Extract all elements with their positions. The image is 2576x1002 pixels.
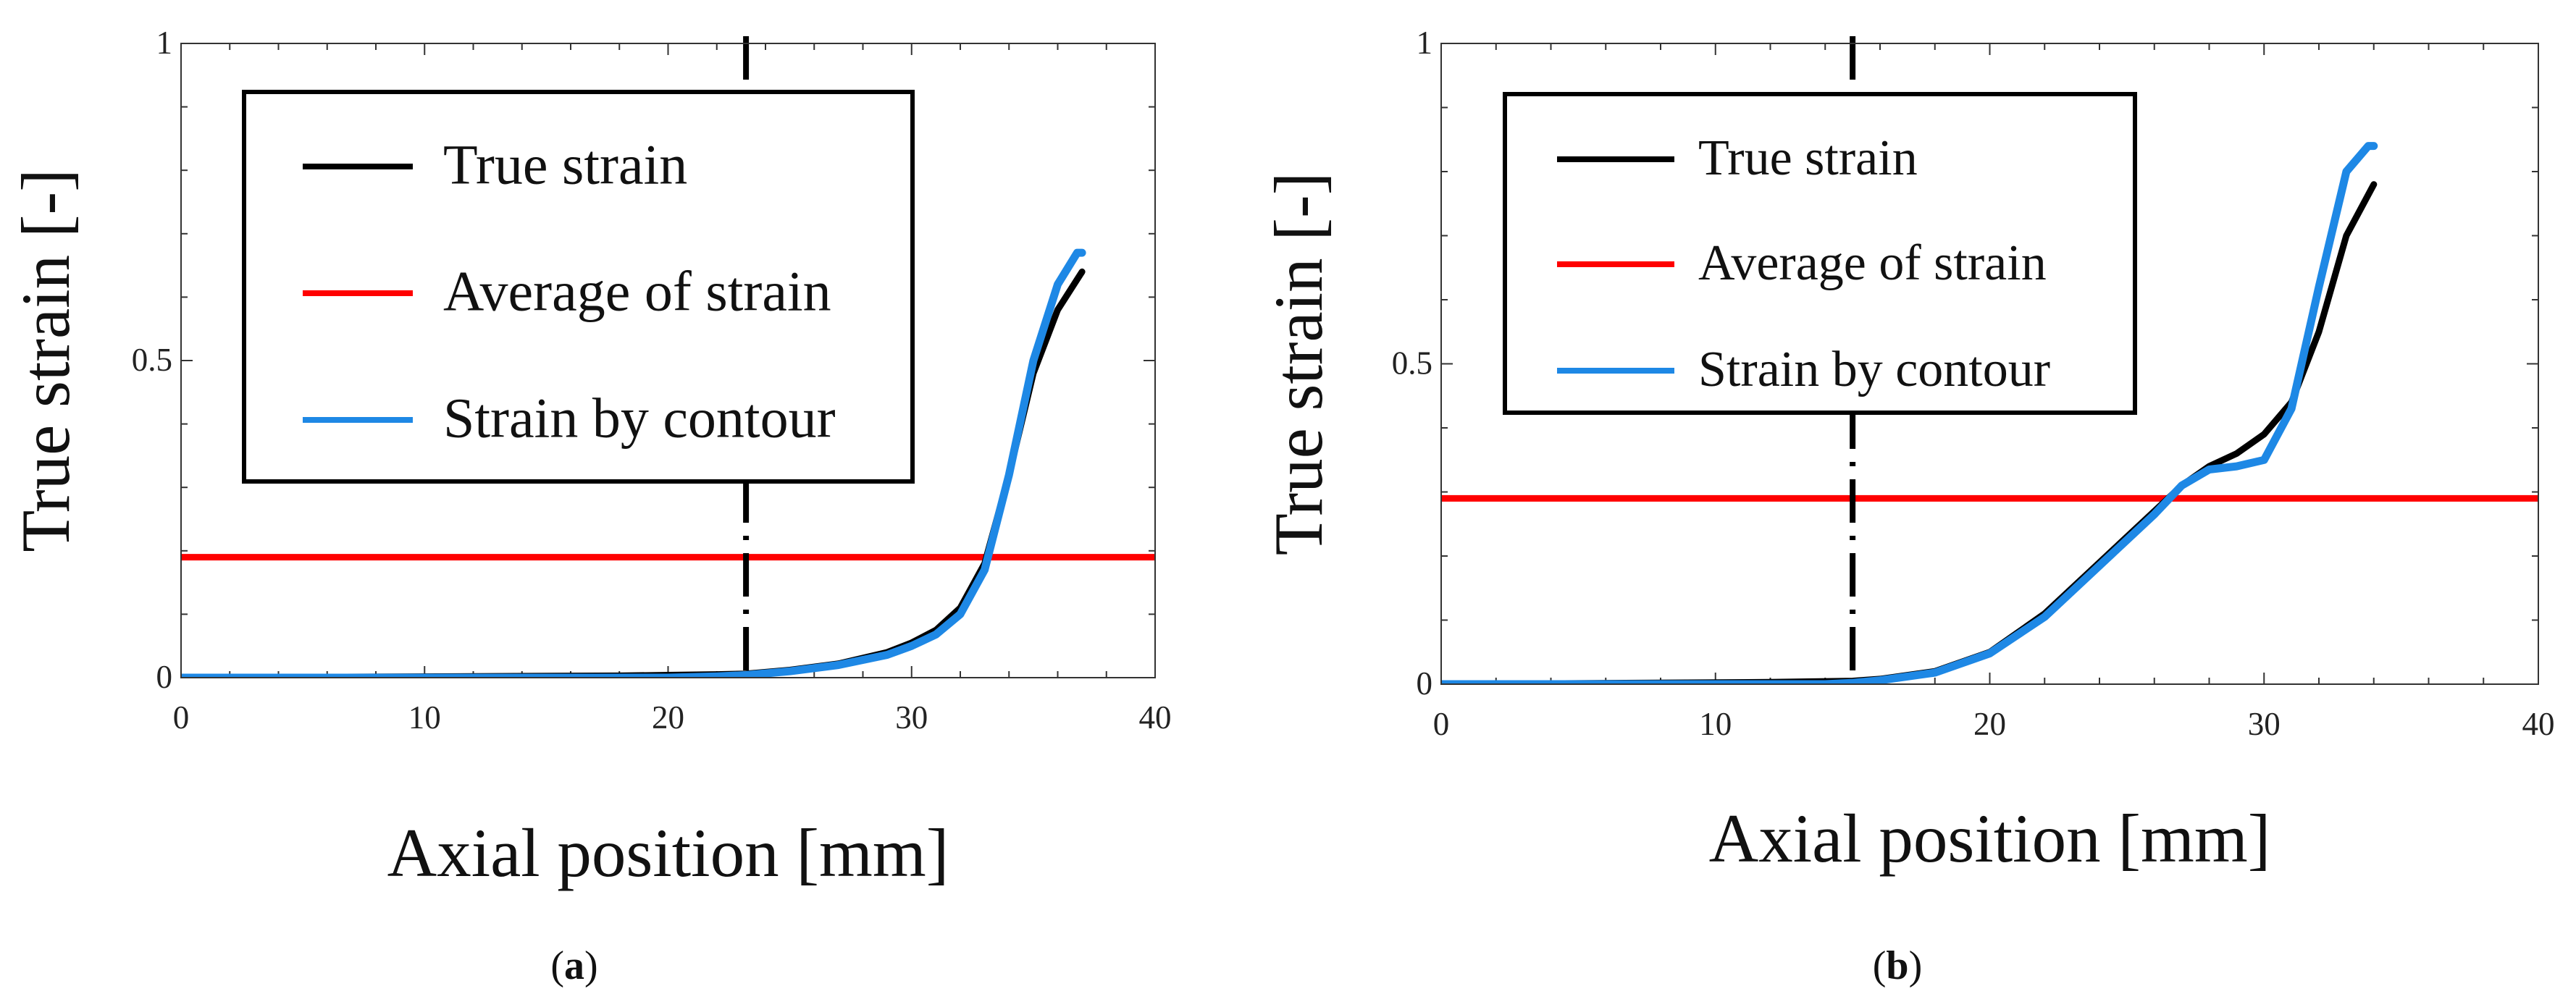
panel-b-y-axis-label: True strain [-] — [1260, 172, 1337, 555]
panel-b-legend-label-average: Average of strain — [1698, 235, 2047, 291]
panel-b-legend-label-true-strain: True strain — [1698, 130, 1918, 186]
panel-a-xtick-label: 30 — [895, 699, 928, 736]
panel-a-x-axis-label: Axial position [mm] — [387, 814, 949, 891]
panel-a-ytick-label: 0.5 — [132, 342, 172, 378]
panel-a-xtick-label: 40 — [1139, 699, 1172, 736]
panel-b-xtick-label: 10 — [1699, 706, 1732, 742]
panel-b-xtick-label: 0 — [1433, 706, 1450, 742]
panel-a-label-open-paren: ( — [550, 943, 564, 988]
panel-a-label-close-paren: ) — [584, 943, 598, 988]
panel-b-ytick-label: 0.5 — [1392, 345, 1432, 382]
panel-a-series-layer — [181, 248, 1155, 678]
panel-b-series-layer — [1441, 142, 2538, 684]
series-line-strain-by-contour — [1441, 142, 2378, 684]
panel-a-ytick-label: 0 — [156, 659, 173, 695]
series-line-strain-by-contour — [181, 248, 1086, 678]
panel-b-legend: True strain Average of strain Strain by … — [1503, 92, 2137, 415]
panel-b-label-open-paren: ( — [1873, 943, 1887, 988]
panel-b-xtick-label: 40 — [2522, 706, 2555, 742]
panel-a-label-letter: a — [564, 943, 584, 988]
panel-a-xtick-label: 0 — [173, 699, 190, 736]
panel-b-chart: 0 10 20 30 40 0 0.5 1 Axial position [mm… — [1260, 25, 2555, 988]
panel-a-legend-label-contour: Strain by contour — [443, 386, 836, 449]
panel-b-x-axis-label: Axial position [mm] — [1709, 800, 2271, 877]
panel-b-ytick-label: 0 — [1417, 665, 1433, 702]
panel-a-legend-box — [242, 90, 915, 484]
panel-a-legend: True strain Average of strain Strain by … — [242, 90, 915, 484]
panel-a-xtick-label: 10 — [408, 699, 441, 736]
panel-b-legend-box — [1503, 92, 2137, 415]
panel-a-chart: 0 10 20 30 40 0 0.5 1 Axial position [mm… — [7, 25, 1172, 988]
panel-a-label: (a) — [550, 943, 597, 988]
panel-a-legend-label-average: Average of strain — [443, 259, 831, 322]
panel-b-xtick-label: 20 — [1973, 706, 2006, 742]
panel-a-ytick-label: 1 — [156, 25, 173, 61]
panel-a-legend-label-true-strain: True strain — [443, 132, 687, 195]
panel-b-ytick-label: 1 — [1417, 25, 1433, 61]
panel-a-xtick-label: 20 — [652, 699, 684, 736]
panel-a-plot-frame — [180, 43, 1156, 678]
panel-b-label: (b) — [1873, 943, 1922, 988]
panel-b-label-close-paren: ) — [1909, 943, 1923, 988]
panel-b-legend-label-contour: Strain by contour — [1698, 342, 2050, 397]
panel-a-y-axis-label: True strain [-] — [7, 169, 84, 552]
panel-b-xtick-label: 30 — [2248, 706, 2281, 742]
panel-b-plot-frame — [1440, 43, 2539, 685]
panel-b-label-letter: b — [1886, 943, 1908, 988]
